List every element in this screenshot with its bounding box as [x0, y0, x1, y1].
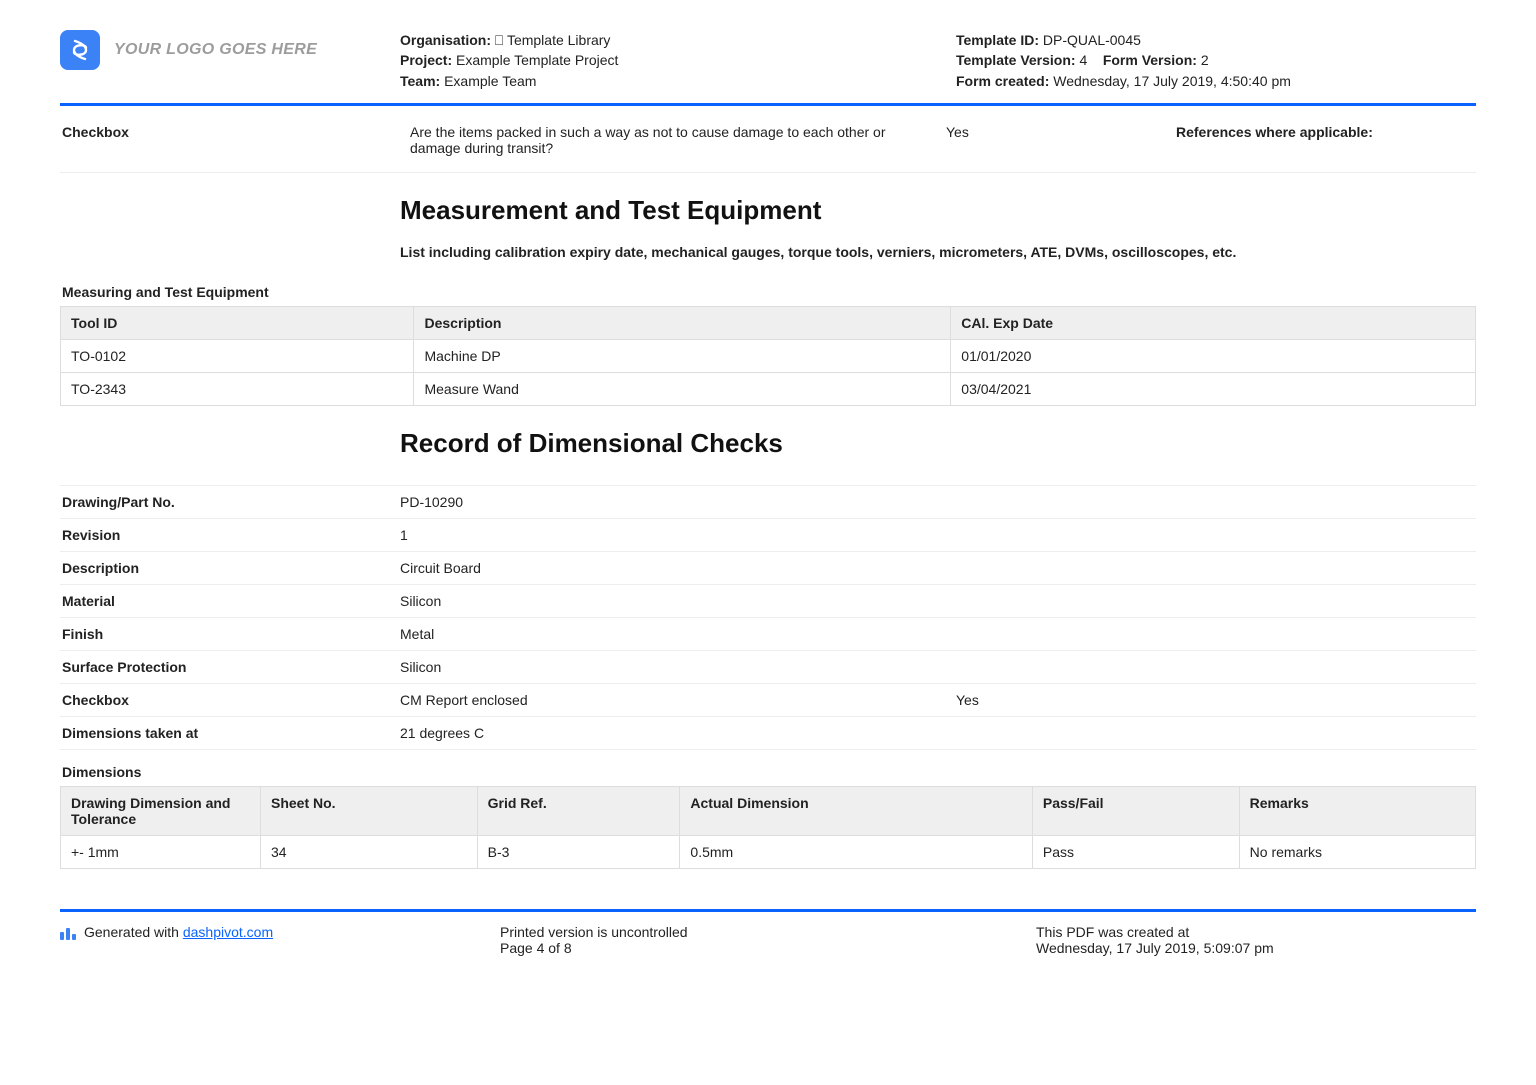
form-created-value: Wednesday, 17 July 2019, 4:50:40 pm [1053, 73, 1291, 89]
table-cell: Pass [1032, 835, 1239, 868]
dimensions-column-header: Actual Dimension [680, 786, 1032, 835]
measurement-section-subtitle: List including calibration expiry date, … [400, 244, 1476, 260]
template-id-label: Template ID: [956, 32, 1039, 48]
dashpivot-link[interactable]: dashpivot.com [183, 924, 273, 940]
pdf-created-label: This PDF was created at [1036, 924, 1476, 940]
table-row: TO-2343Measure Wand03/04/2021 [61, 372, 1476, 405]
record-field-value: CM Report enclosed [400, 692, 956, 708]
table-cell: TO-0102 [61, 339, 414, 372]
page-number: Page 4 of 8 [500, 940, 1036, 956]
table-cell: 03/04/2021 [951, 372, 1476, 405]
logo-placeholder-text: YOUR LOGO GOES HERE [114, 41, 317, 59]
record-row: FinishMetal [60, 618, 1476, 651]
checkbox-question: Are the items packed in such a way as no… [410, 124, 936, 156]
dimensions-table-caption: Dimensions [62, 764, 1476, 780]
record-field-label: Material [60, 593, 400, 609]
record-row: Revision1 [60, 519, 1476, 552]
equipment-column-header: CAl. Exp Date [951, 306, 1476, 339]
form-version-label: Form Version: [1103, 52, 1197, 68]
equipment-column-header: Tool ID [61, 306, 414, 339]
record-row: CheckboxCM Report enclosedYes [60, 684, 1476, 717]
template-version-value: 4 [1079, 52, 1087, 68]
equipment-table-caption: Measuring and Test Equipment [62, 284, 1476, 300]
pdf-created-value: Wednesday, 17 July 2019, 5:09:07 pm [1036, 940, 1476, 956]
dimensions-column-header: Drawing Dimension and Tolerance [61, 786, 261, 835]
dimensions-column-header: Remarks [1239, 786, 1475, 835]
record-field-value: Silicon [400, 659, 1476, 675]
equipment-column-header: Description [414, 306, 951, 339]
table-cell: TO-2343 [61, 372, 414, 405]
record-row: MaterialSilicon [60, 585, 1476, 618]
table-cell: Measure Wand [414, 372, 951, 405]
template-version-label: Template Version: [956, 52, 1076, 68]
record-row: DescriptionCircuit Board [60, 552, 1476, 585]
dashpivot-icon [60, 926, 76, 940]
dimensions-column-header: Sheet No. [261, 786, 478, 835]
table-cell: 34 [261, 835, 478, 868]
generated-prefix: Generated with [84, 924, 183, 940]
equipment-table: Tool IDDescriptionCAl. Exp Date TO-0102M… [60, 306, 1476, 406]
org-label: Organisation: [400, 32, 491, 48]
references-label: References where applicable: [1176, 124, 1476, 156]
document-header: YOUR LOGO GOES HERE Organisation: ⎕ Temp… [60, 30, 1476, 106]
measurement-section-title: Measurement and Test Equipment [400, 195, 1476, 226]
record-field-label: Checkbox [60, 692, 400, 708]
checkbox-answer: Yes [946, 124, 1166, 156]
record-field-value: Circuit Board [400, 560, 1476, 576]
record-field-label: Surface Protection [60, 659, 400, 675]
record-field-label: Drawing/Part No. [60, 494, 400, 510]
table-cell: +- 1mm [61, 835, 261, 868]
record-field-value: Metal [400, 626, 1476, 642]
record-field-label: Dimensions taken at [60, 725, 400, 741]
team-value: Example Team [444, 73, 536, 89]
record-field-value: Silicon [400, 593, 1476, 609]
record-section-title: Record of Dimensional Checks [400, 428, 1476, 459]
record-field-label: Finish [60, 626, 400, 642]
record-field-extra: Yes [956, 692, 1476, 708]
record-fields: Drawing/Part No.PD-10290Revision1Descrip… [60, 485, 1476, 750]
project-label: Project: [400, 52, 452, 68]
table-cell: Machine DP [414, 339, 951, 372]
dimensions-column-header: Grid Ref. [477, 786, 680, 835]
org-value: ⎕ Template Library [495, 32, 611, 48]
record-row: Surface ProtectionSilicon [60, 651, 1476, 684]
packing-checkbox-row: Checkbox Are the items packed in such a … [60, 106, 1476, 173]
record-field-label: Revision [60, 527, 400, 543]
table-cell: 01/01/2020 [951, 339, 1476, 372]
table-cell: B-3 [477, 835, 680, 868]
template-id-value: DP-QUAL-0045 [1043, 32, 1141, 48]
printed-uncontrolled: Printed version is uncontrolled [500, 924, 1036, 940]
record-field-value: 21 degrees C [400, 725, 1476, 741]
logo-icon [60, 30, 100, 70]
document-footer: Generated with dashpivot.com Printed ver… [60, 909, 1476, 956]
record-field-value: PD-10290 [400, 494, 1476, 510]
table-cell: No remarks [1239, 835, 1475, 868]
record-row: Dimensions taken at21 degrees C [60, 717, 1476, 750]
record-field-label: Description [60, 560, 400, 576]
table-row: +- 1mm34B-30.5mmPassNo remarks [61, 835, 1476, 868]
table-row: TO-0102Machine DP01/01/2020 [61, 339, 1476, 372]
dimensions-table: Drawing Dimension and ToleranceSheet No.… [60, 786, 1476, 869]
form-created-label: Form created: [956, 73, 1049, 89]
record-row: Drawing/Part No.PD-10290 [60, 485, 1476, 519]
form-version-value: 2 [1201, 52, 1209, 68]
checkbox-field-label: Checkbox [60, 124, 400, 156]
team-label: Team: [400, 73, 440, 89]
record-field-value: 1 [400, 527, 1476, 543]
dimensions-column-header: Pass/Fail [1032, 786, 1239, 835]
project-value: Example Template Project [456, 52, 618, 68]
table-cell: 0.5mm [680, 835, 1032, 868]
